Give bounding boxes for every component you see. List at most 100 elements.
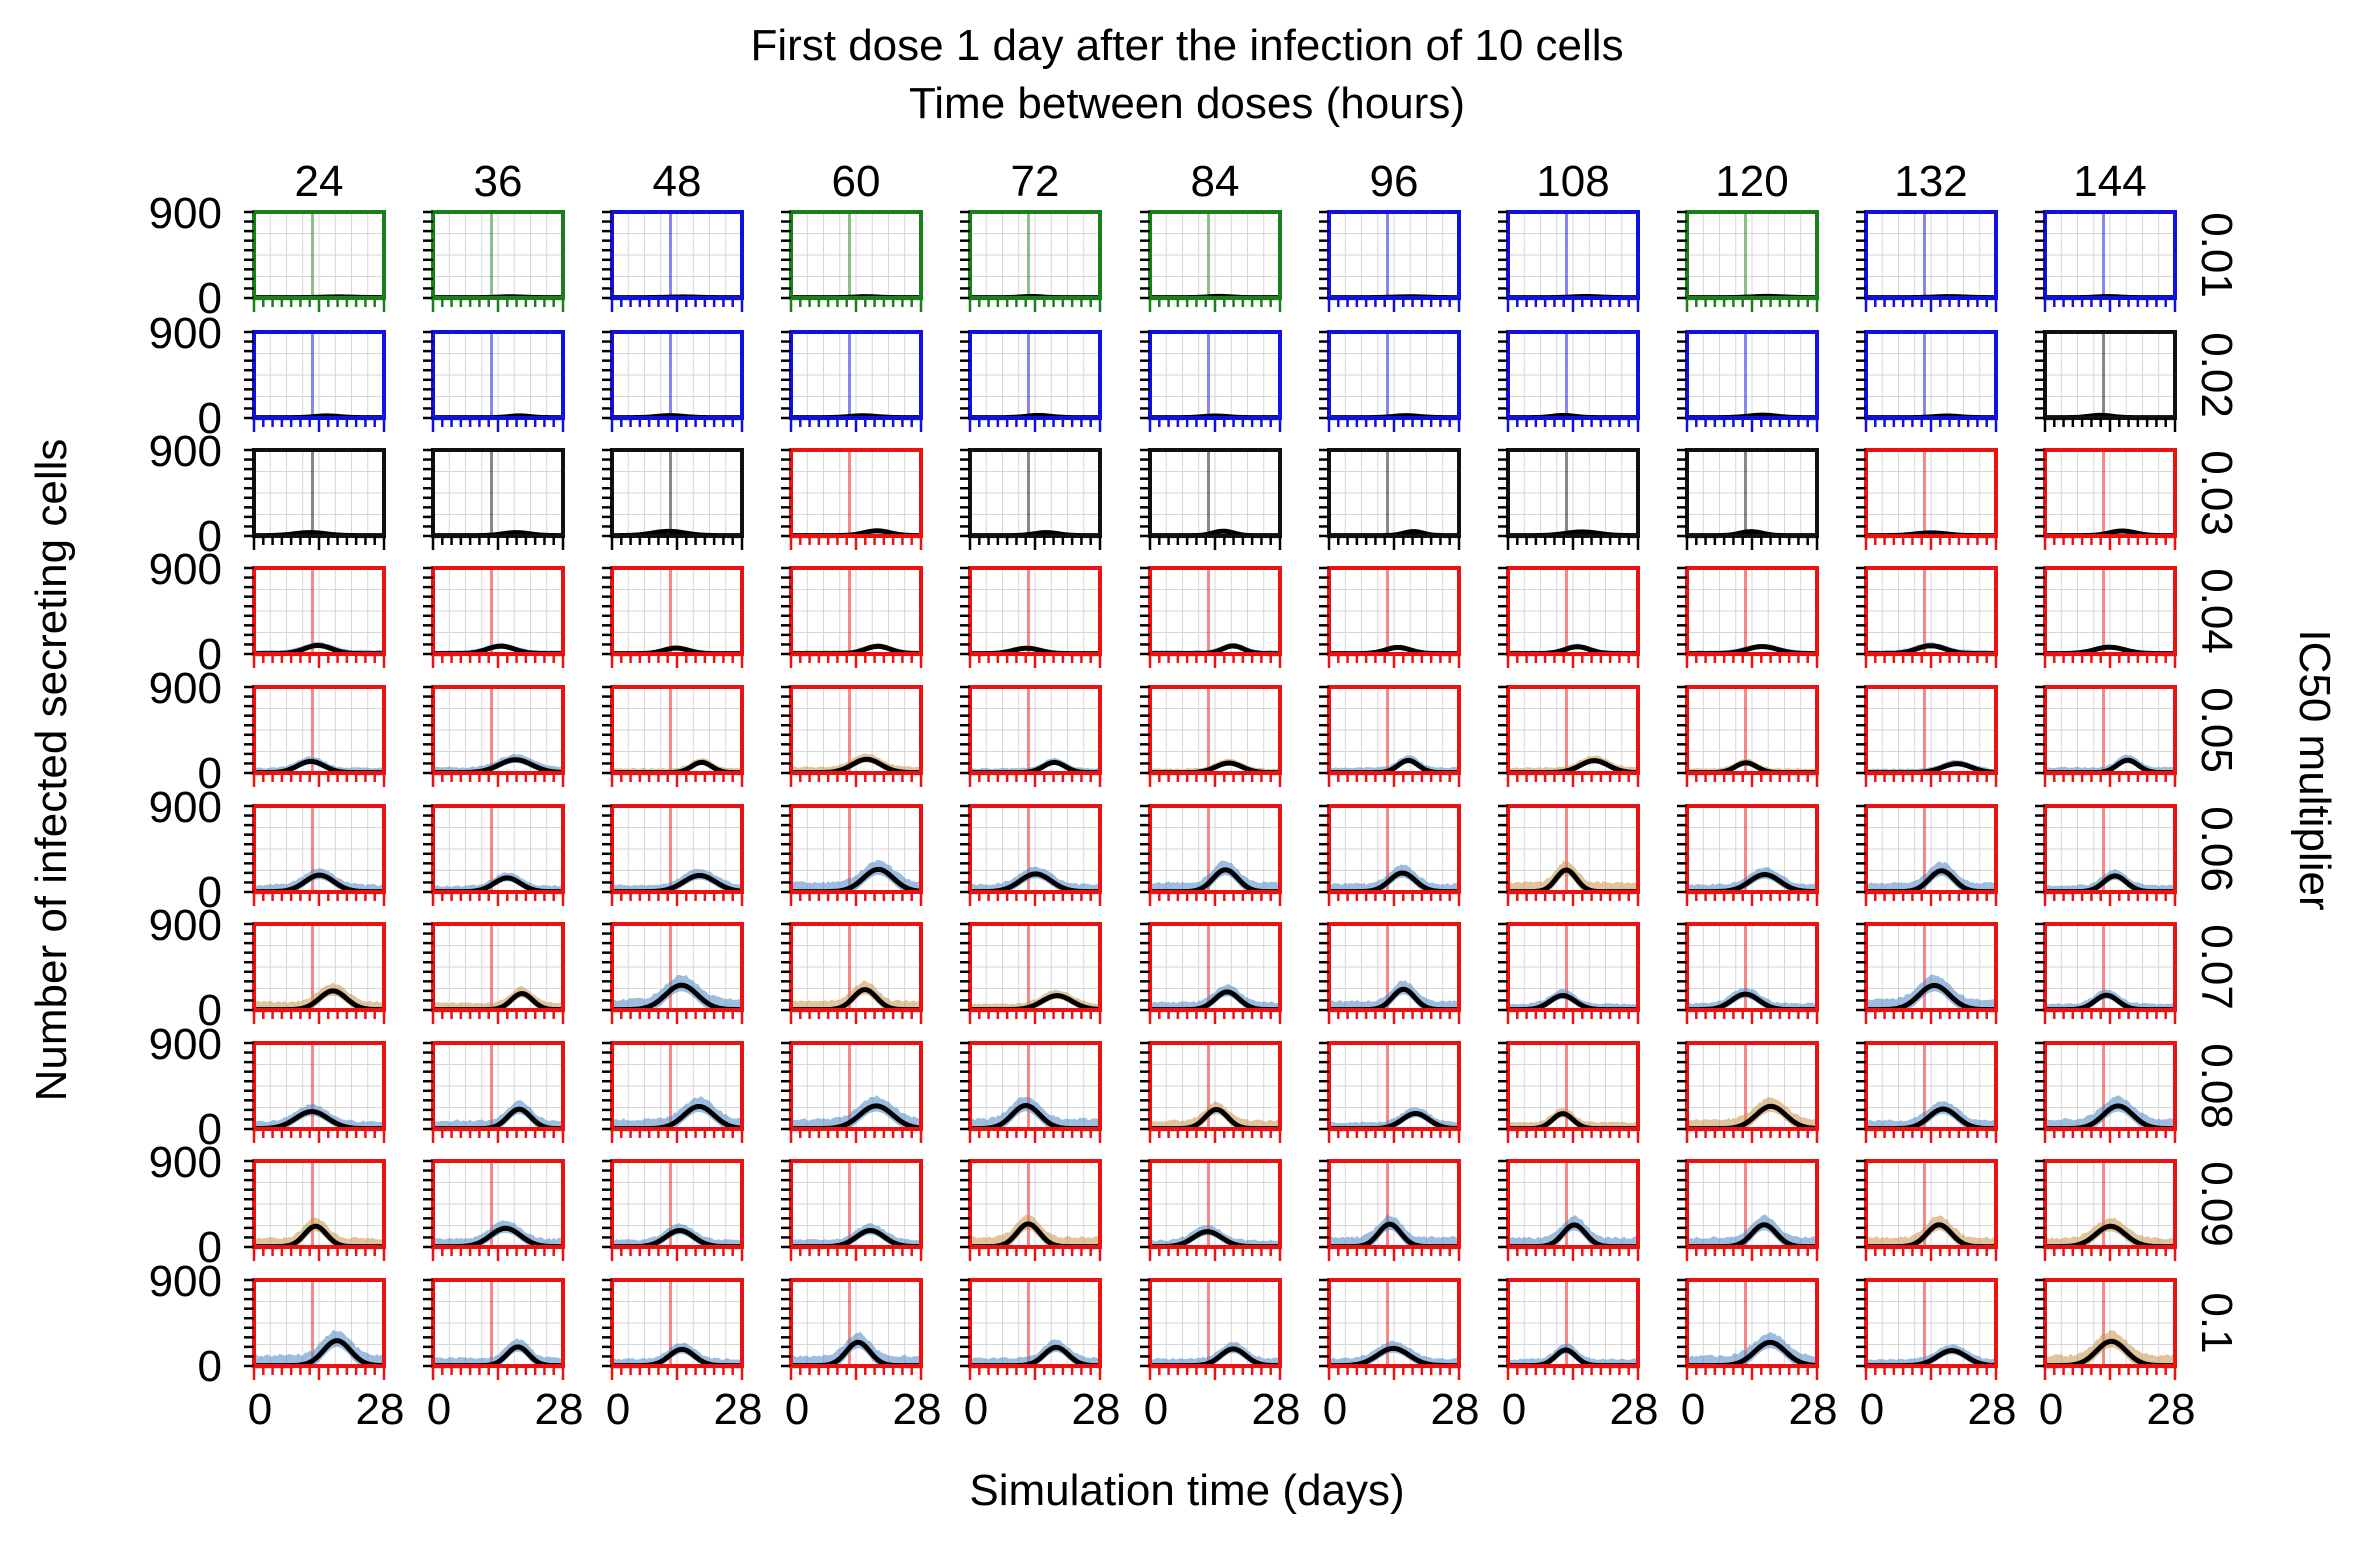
row-label: 0.07 <box>2192 924 2241 1010</box>
x-tick-label: 28 <box>356 1385 405 1434</box>
panel <box>1498 330 1640 432</box>
panel <box>1140 685 1282 787</box>
y-tick-label: 0 <box>198 1105 222 1154</box>
panel <box>1498 804 1640 906</box>
panel <box>1856 922 1998 1024</box>
panel <box>1677 1041 1819 1143</box>
panel <box>1677 685 1819 787</box>
panel <box>2035 1278 2177 1380</box>
y-tick-label: 900 <box>149 545 222 594</box>
x-tick-label: 0 <box>1860 1385 1884 1434</box>
y-tick-label: 0 <box>198 1342 222 1391</box>
spread-band <box>612 1222 742 1247</box>
panel <box>1856 804 1998 906</box>
panel <box>423 1159 565 1261</box>
panel <box>1498 1041 1640 1143</box>
panel <box>1856 566 1998 668</box>
spread-band <box>1329 1340 1459 1366</box>
column-label: 96 <box>1370 157 1419 206</box>
x-tick-label: 28 <box>1252 1385 1301 1434</box>
panel <box>244 685 386 787</box>
x-tick-label: 28 <box>714 1385 763 1434</box>
y-tick-label: 0 <box>198 394 222 443</box>
spread-band <box>791 860 921 892</box>
spread-band <box>1329 1107 1459 1129</box>
panel <box>960 1041 1102 1143</box>
spread-band <box>970 989 1100 1010</box>
panel <box>423 210 565 312</box>
spread-band <box>970 1339 1100 1366</box>
x-tick-label: 0 <box>2039 1385 2063 1434</box>
panel <box>1319 566 1461 668</box>
panel <box>1677 566 1819 668</box>
spread-band <box>791 1331 921 1366</box>
panel <box>602 566 744 668</box>
spread-band <box>433 986 563 1010</box>
panel <box>423 1041 565 1143</box>
panel <box>1319 1278 1461 1380</box>
row-label: 0.03 <box>2192 450 2241 536</box>
spread-band <box>970 866 1100 892</box>
panel <box>1856 1041 1998 1143</box>
x-tick-label: 0 <box>248 1385 272 1434</box>
x-tick-label: 0 <box>964 1385 988 1434</box>
column-label: 108 <box>1536 157 1609 206</box>
column-label: 120 <box>1715 157 1788 206</box>
column-label: 36 <box>474 157 523 206</box>
panel <box>602 330 744 432</box>
spread-band <box>254 1217 384 1247</box>
panel <box>781 1041 923 1143</box>
y-axis-label: Number of infected secreting cells <box>27 439 76 1102</box>
panel <box>2035 448 2177 550</box>
panel <box>1319 1041 1461 1143</box>
panel <box>602 448 744 550</box>
panel <box>1319 330 1461 432</box>
x-tick-label: 0 <box>606 1385 630 1434</box>
spread-band <box>1508 1215 1638 1247</box>
chart-title: First dose 1 day after the infection of … <box>750 21 1623 70</box>
panel <box>244 566 386 668</box>
x-tick-label: 0 <box>785 1385 809 1434</box>
panel <box>1498 448 1640 550</box>
x-tick-label: 28 <box>535 1385 584 1434</box>
row-label: 0.08 <box>2192 1043 2241 1129</box>
spread-band <box>433 1100 563 1129</box>
panel <box>781 1278 923 1380</box>
y-tick-label: 900 <box>149 427 222 476</box>
panel <box>1498 685 1640 787</box>
panel <box>244 448 386 550</box>
x-tick-label: 28 <box>1431 1385 1480 1434</box>
x-tick-label: 28 <box>893 1385 942 1434</box>
panel <box>1677 1159 1819 1261</box>
spread-band <box>612 868 742 892</box>
panel <box>960 1278 1102 1380</box>
panel <box>244 1159 386 1261</box>
spread-band <box>612 974 742 1010</box>
x-tick-label: 28 <box>1789 1385 1838 1434</box>
panel <box>1677 1278 1819 1380</box>
right-axis-label: IC50 multiplier <box>2290 629 2339 910</box>
panel <box>1319 804 1461 906</box>
panel <box>960 330 1102 432</box>
row-label: 0.02 <box>2192 332 2241 418</box>
panel <box>1140 448 1282 550</box>
panel <box>781 210 923 312</box>
panel <box>781 1159 923 1261</box>
y-tick-label: 900 <box>149 901 222 950</box>
panel <box>1140 566 1282 668</box>
row-label: 0.1 <box>2192 1292 2241 1353</box>
spread-band <box>791 1095 921 1129</box>
spread-band <box>2045 1217 2175 1247</box>
panel <box>244 922 386 1024</box>
panel <box>1140 1041 1282 1143</box>
panel <box>1319 448 1461 550</box>
panel <box>423 922 565 1024</box>
column-label: 144 <box>2073 157 2146 206</box>
panel <box>1319 1159 1461 1261</box>
column-label: 48 <box>653 157 702 206</box>
panel <box>960 685 1102 787</box>
panel <box>602 1159 744 1261</box>
column-label: 132 <box>1894 157 1967 206</box>
column-label: 84 <box>1191 157 1240 206</box>
panel-grid: 24 36 48 60 72 84 96 108 120 132 144 0.01 0.02 0.03 0.… <box>149 157 2241 1434</box>
